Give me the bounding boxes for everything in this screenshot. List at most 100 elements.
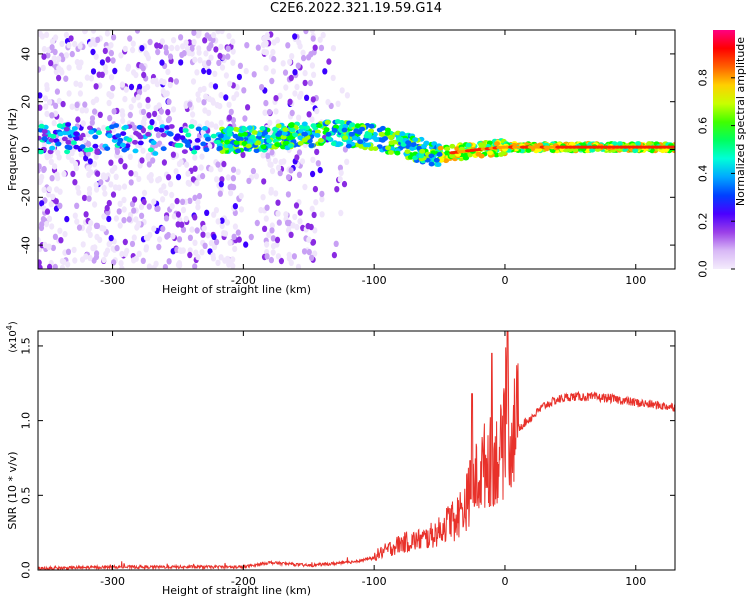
heatmap-cell xyxy=(146,112,152,119)
heatmap-cell xyxy=(50,193,56,200)
heatmap-cell xyxy=(115,133,122,139)
heatmap-cell xyxy=(104,146,111,152)
heatmap-cell xyxy=(301,248,308,255)
heatmap-cell xyxy=(317,166,323,174)
heatmap-cell xyxy=(113,215,119,222)
heatmap-cell xyxy=(69,149,75,157)
heatmap-cell xyxy=(273,190,279,197)
heatmap-cell xyxy=(182,128,189,133)
heatmap-cell xyxy=(297,93,303,100)
heatmap-cell xyxy=(373,137,380,143)
heatmap-cell xyxy=(310,96,316,103)
heatmap-cell xyxy=(334,119,341,124)
heatmap-cell xyxy=(191,30,197,36)
heatmap-cell xyxy=(289,127,296,133)
heatmap-cell xyxy=(269,77,275,85)
heatmap-cell xyxy=(86,195,92,202)
heatmap-cell xyxy=(106,133,113,139)
heatmap-cell xyxy=(108,234,114,242)
heatmap-cell xyxy=(234,91,240,98)
heatmap-cell xyxy=(196,30,202,37)
heatmap-cell xyxy=(314,129,321,135)
heatmap-cell xyxy=(128,83,135,91)
heatmap-cell xyxy=(101,172,107,179)
heatmap-cell xyxy=(127,35,133,42)
heatmap-cell xyxy=(176,236,183,243)
heatmap-cell xyxy=(243,67,249,75)
heatmap-cell xyxy=(286,255,292,262)
heatmap-cell xyxy=(275,123,282,129)
heatmap-cell xyxy=(146,203,152,210)
heatmap-cell xyxy=(146,174,152,181)
heatmap-cell xyxy=(255,44,261,51)
heatmap-cell xyxy=(278,257,284,265)
heatmap-cell xyxy=(48,158,54,165)
heatmap-cell xyxy=(42,95,49,102)
heatmap-cell xyxy=(358,144,365,149)
heatmap-cell xyxy=(194,227,200,234)
heatmap-cell xyxy=(333,240,339,247)
heatmap-cell xyxy=(264,204,270,211)
heatmap-cell xyxy=(184,161,190,168)
heatmap-cell xyxy=(74,101,80,109)
heatmap-cell xyxy=(244,42,250,49)
heatmap-cell xyxy=(287,58,293,66)
heatmap-cell xyxy=(318,44,325,52)
heatmap-cell xyxy=(176,160,182,168)
heatmap-cell xyxy=(362,142,369,148)
heatmap-cell xyxy=(461,153,468,158)
heatmap-cell xyxy=(378,131,385,137)
heatmap-cell xyxy=(216,59,222,67)
heatmap-cell xyxy=(219,222,225,230)
heatmap-cell xyxy=(180,206,187,214)
heatmap-cell xyxy=(235,168,241,175)
heatmap-cell xyxy=(92,244,98,251)
heatmap-cell xyxy=(270,48,276,56)
heatmap-cell xyxy=(101,213,107,220)
heatmap-cell xyxy=(190,111,196,118)
heatmap-cell xyxy=(328,102,334,110)
heatmap-cell xyxy=(52,233,59,240)
heatmap-cell xyxy=(278,159,284,166)
heatmap-cell xyxy=(292,132,299,138)
heatmap-cell xyxy=(282,127,289,132)
heatmap-cell xyxy=(89,115,96,122)
heatmap-cell xyxy=(271,55,277,63)
heatmap-cell xyxy=(87,41,94,48)
heatmap-cell xyxy=(183,39,189,46)
heatmap-cell xyxy=(130,40,136,47)
heatmap-cell xyxy=(296,171,302,178)
heatmap-cell xyxy=(223,94,229,101)
heatmap-cell xyxy=(104,30,110,37)
heatmap-cell xyxy=(282,69,289,76)
heatmap-cell xyxy=(41,165,47,173)
heatmap-cell xyxy=(76,63,82,71)
heatmap-cell xyxy=(287,98,293,106)
heatmap-cell xyxy=(325,98,331,106)
heatmap-cell xyxy=(192,239,198,246)
heatmap-cell xyxy=(304,125,310,131)
heatmap-cell xyxy=(231,233,237,240)
heatmap-cell xyxy=(193,249,199,256)
heatmap-cell xyxy=(54,186,60,193)
heatmap-cell xyxy=(296,149,303,156)
heatmap-cell xyxy=(313,199,319,206)
heatmap-cell xyxy=(255,140,262,146)
heatmap-cell xyxy=(269,222,275,229)
heatmap-cell xyxy=(55,174,61,182)
heatmap-cell xyxy=(310,35,316,42)
heatmap-cell xyxy=(316,123,323,128)
heatmap-cell xyxy=(38,149,44,155)
heatmap-cell xyxy=(129,240,136,248)
heatmap-cell xyxy=(106,240,112,248)
heatmap-cell xyxy=(201,85,207,93)
heatmap-cell xyxy=(274,142,281,148)
heatmap-cell xyxy=(104,204,110,212)
heatmap-cell xyxy=(330,141,337,147)
heatmap-cell xyxy=(235,229,241,236)
heatmap-cell xyxy=(292,90,298,97)
heatmap-cell xyxy=(259,84,265,91)
y-tick-label: 0 xyxy=(20,146,33,153)
heatmap-cell xyxy=(237,62,243,69)
heatmap-cell xyxy=(261,178,267,185)
